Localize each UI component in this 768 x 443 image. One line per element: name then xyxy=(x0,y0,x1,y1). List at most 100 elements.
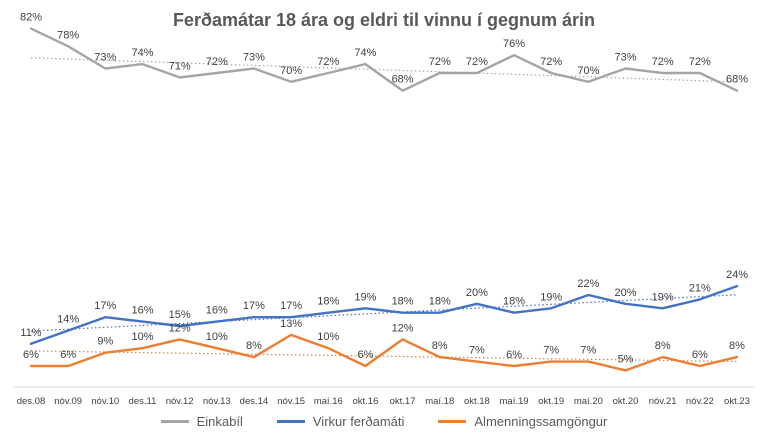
data-label-almenningssamgongur: 6% xyxy=(692,349,708,361)
data-label-einkabil: 76% xyxy=(503,38,525,50)
data-label-virkur: 17% xyxy=(280,300,302,312)
data-label-almenningssamgongur: 7% xyxy=(543,345,559,357)
data-label-einkabil: 72% xyxy=(206,56,228,68)
legend-item-virkur: Virkur ferðamáti xyxy=(276,414,404,429)
x-tick-label: des.11 xyxy=(129,396,157,407)
x-tick-label: maí.18 xyxy=(425,396,454,407)
x-tick-label: maí.20 xyxy=(574,396,603,407)
data-label-virkur: 18% xyxy=(429,296,451,308)
x-axis: des.08 nóv.09 nóv.10 des.11 nóv.12 nóv.13 des.… xyxy=(14,386,754,407)
x-tick-label: nóv.13 xyxy=(203,396,231,407)
data-label-almenningssamgongur: 10% xyxy=(317,331,339,343)
data-label-einkabil: 68% xyxy=(726,74,748,86)
data-label-virkur: 15% xyxy=(169,309,191,321)
data-label-einkabil: 72% xyxy=(652,56,674,68)
data-label-virkur: 14% xyxy=(57,313,79,325)
data-label-almenningssamgongur: 12% xyxy=(169,322,191,334)
series-line-virkur xyxy=(29,284,739,345)
x-tick-label: nóv.10 xyxy=(91,396,119,407)
data-label-almenningssamgongur: 7% xyxy=(580,345,596,357)
data-label-virkur: 24% xyxy=(726,269,748,281)
legend-label-einkabil: Einkabíl xyxy=(196,414,243,429)
data-labels: 82% 78% 73% 74% 71% 72% 73% 70% 72% 74% 68% 72% 72% 7… xyxy=(20,12,748,366)
data-label-virkur: 16% xyxy=(206,305,228,317)
data-label-virkur: 18% xyxy=(392,296,414,308)
data-label-almenningssamgongur: 7% xyxy=(469,345,485,357)
x-tick-label: des.08 xyxy=(17,396,46,407)
legend-label-almenningssamgongur: Almenningssamgöngur xyxy=(474,414,608,429)
x-tick-label: nóv.15 xyxy=(277,396,305,407)
data-label-virkur: 19% xyxy=(652,291,674,303)
data-label-almenningssamgongur: 5% xyxy=(618,353,634,365)
data-label-einkabil: 74% xyxy=(131,47,153,59)
data-label-almenningssamgongur: 10% xyxy=(131,331,153,343)
series-lines xyxy=(29,27,739,372)
x-tick-label: okt.18 xyxy=(464,396,490,407)
data-label-almenningssamgongur: 8% xyxy=(655,340,671,352)
series-line-almenningssamgongur xyxy=(29,333,739,372)
data-label-virkur: 22% xyxy=(577,278,599,290)
legend: Einkabíl Virkur ferðamáti Almenningssamg… xyxy=(0,414,768,429)
x-tick-label: nóv.12 xyxy=(166,396,194,407)
data-label-almenningssamgongur: 6% xyxy=(23,349,39,361)
data-label-almenningssamgongur: 9% xyxy=(97,336,113,348)
data-label-virkur: 19% xyxy=(354,291,376,303)
data-label-almenningssamgongur: 6% xyxy=(506,349,522,361)
x-tick-label: okt.20 xyxy=(613,396,639,407)
x-tick-label: nóv.21 xyxy=(649,396,677,407)
data-label-einkabil: 73% xyxy=(243,52,265,64)
data-label-almenningssamgongur: 13% xyxy=(280,318,302,330)
chart-title: Ferðamátar 18 ára og eldri til vinnu í g… xyxy=(172,10,596,30)
x-tick-label: des.14 xyxy=(240,396,269,407)
data-label-einkabil: 70% xyxy=(280,65,302,77)
data-label-einkabil: 71% xyxy=(169,60,191,72)
data-label-almenningssamgongur: 8% xyxy=(729,340,745,352)
series-line-einkabil xyxy=(29,27,739,92)
x-tick-label: okt.19 xyxy=(538,396,564,407)
data-label-virkur: 18% xyxy=(503,296,525,308)
data-label-virkur: 19% xyxy=(540,291,562,303)
legend-item-almenningssamgongur: Almenningssamgöngur xyxy=(438,414,607,429)
x-tick-label: maí.19 xyxy=(500,396,529,407)
data-label-almenningssamgongur: 8% xyxy=(246,340,262,352)
data-label-almenningssamgongur: 6% xyxy=(60,349,76,361)
data-label-almenningssamgongur: 10% xyxy=(206,331,228,343)
data-label-einkabil: 78% xyxy=(57,29,79,41)
data-label-almenningssamgongur: 6% xyxy=(357,349,373,361)
legend-item-einkabil: Einkabíl xyxy=(160,414,243,429)
trendline-einkabil xyxy=(30,57,738,83)
x-tick-label: okt.16 xyxy=(352,396,378,407)
data-label-einkabil: 68% xyxy=(392,74,414,86)
data-label-einkabil: 74% xyxy=(354,47,376,59)
data-label-virkur: 16% xyxy=(131,305,153,317)
data-label-virkur: 21% xyxy=(689,282,711,294)
trendline-almenningssamgongur xyxy=(30,350,738,363)
data-label-virkur: 20% xyxy=(466,287,488,299)
data-label-einkabil: 73% xyxy=(615,52,637,64)
x-tick-label: nóv.09 xyxy=(54,396,82,407)
legend-swatch-almenningssamgongur xyxy=(438,420,467,423)
data-label-einkabil: 72% xyxy=(540,56,562,68)
trendlines xyxy=(30,57,738,363)
x-tick-label: maí.16 xyxy=(314,396,343,407)
x-tick-label: okt.17 xyxy=(390,396,416,407)
legend-swatch-virkur xyxy=(276,420,305,423)
data-label-einkabil: 72% xyxy=(429,56,451,68)
data-label-virkur: 18% xyxy=(317,296,339,308)
legend-swatch-einkabil xyxy=(160,420,189,423)
data-label-einkabil: 72% xyxy=(317,56,339,68)
data-label-virkur: 17% xyxy=(94,300,116,312)
data-label-einkabil: 73% xyxy=(94,52,116,64)
data-label-einkabil: 82% xyxy=(20,12,42,24)
x-tick-label: okt.23 xyxy=(724,396,750,407)
data-label-virkur: 17% xyxy=(243,300,265,312)
data-label-einkabil: 72% xyxy=(689,56,711,68)
data-label-almenningssamgongur: 8% xyxy=(432,340,448,352)
data-label-almenningssamgongur: 12% xyxy=(392,322,414,334)
x-tick-label: nóv.22 xyxy=(686,396,714,407)
data-label-einkabil: 72% xyxy=(466,56,488,68)
trendline-virkur xyxy=(30,294,738,332)
data-label-einkabil: 70% xyxy=(577,65,599,77)
data-label-virkur: 20% xyxy=(615,287,637,299)
